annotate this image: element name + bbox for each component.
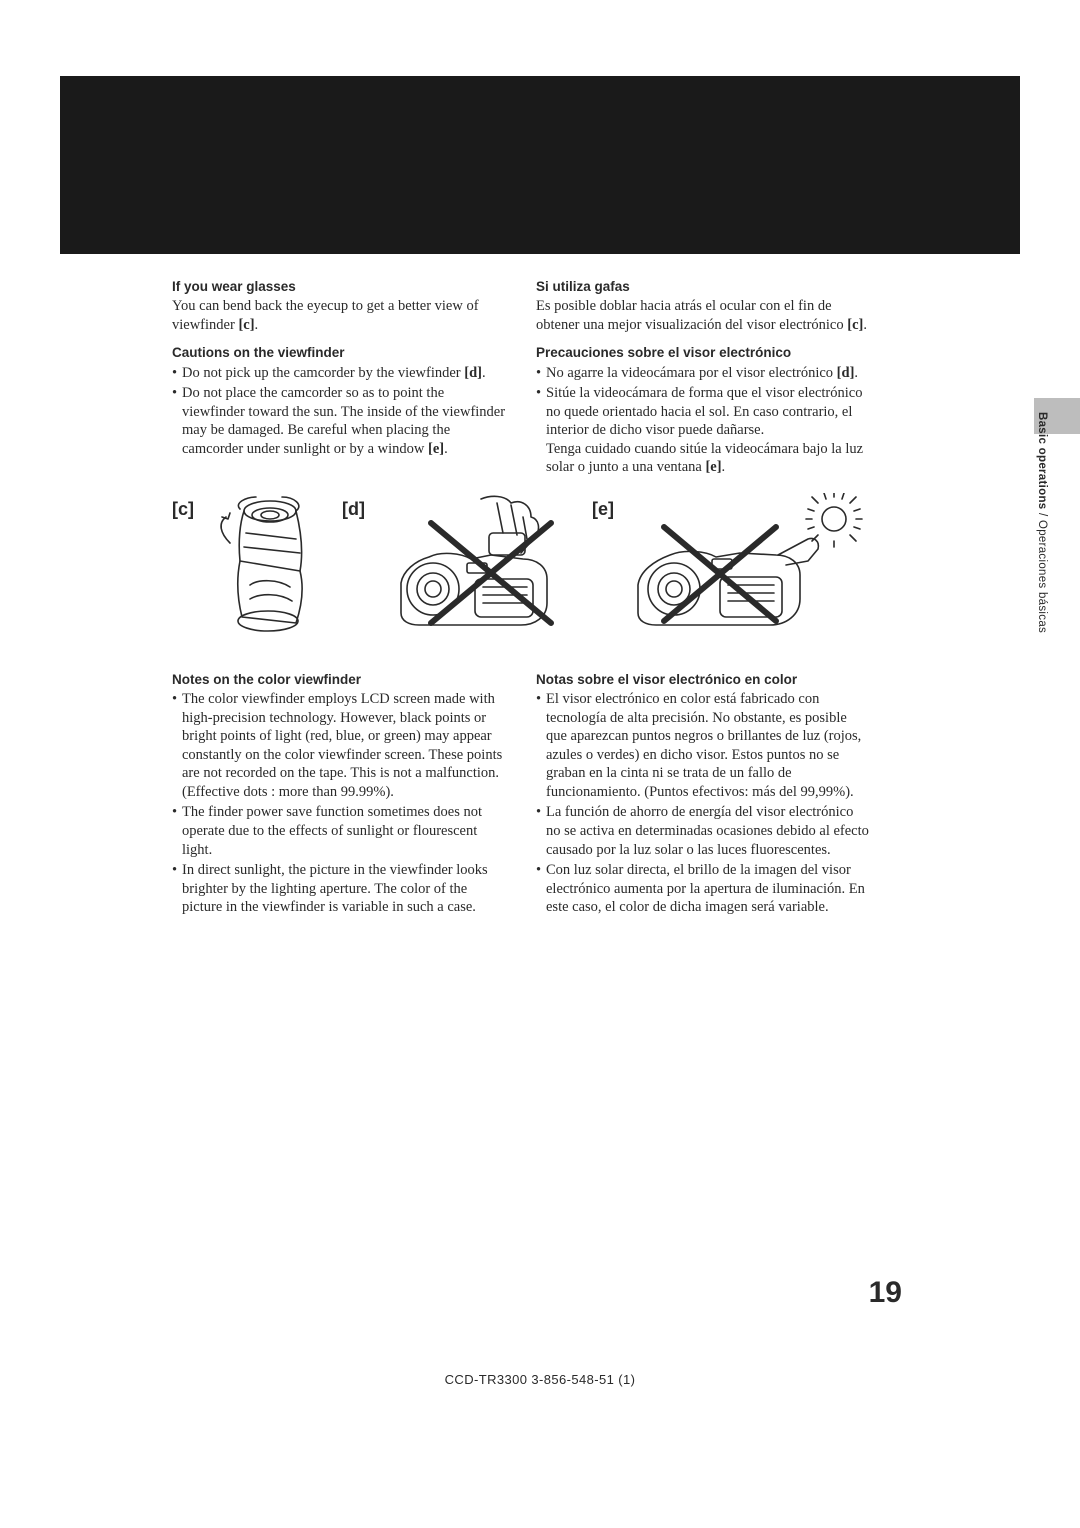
es-nota-1: El visor electrónico en color está fabri…	[536, 690, 870, 801]
en-p1a: You can bend back the eyecup to get a be…	[172, 298, 479, 333]
es-precauciones-list: No agarre la videocámara por el visor el…	[536, 364, 870, 477]
en-b2c: .	[444, 441, 448, 457]
figure-c: [c]	[172, 493, 342, 633]
en-heading-glasses: If you wear glasses	[172, 278, 506, 295]
top-columns: If you wear glasses You can bend back th…	[172, 278, 872, 479]
illustration-sun	[620, 493, 870, 633]
page-number: 19	[869, 1276, 902, 1310]
es-heading-gafas: Si utiliza gafas	[536, 278, 870, 295]
es-caution-1: No agarre la videocámara por el visor el…	[536, 364, 870, 383]
es-para-gafas: Es posible doblar hacia atrás el ocular …	[536, 297, 870, 334]
side-tab-sep: /	[1036, 509, 1048, 520]
side-tab-text: Basic operations / Operaciones básicas	[1036, 412, 1048, 633]
es-nota-3: Con luz solar directa, el brillo de la i…	[536, 861, 870, 917]
illustration-pickup	[371, 493, 591, 633]
es-heading-notas: Notas sobre el visor electrónico en colo…	[536, 671, 870, 688]
es-b1a: No agarre la videocámara por el visor el…	[546, 365, 837, 381]
en-p1c: .	[255, 317, 259, 333]
es-heading-precauciones: Precauciones sobre el visor electrónico	[536, 344, 870, 361]
figure-d-label: [d]	[342, 499, 365, 520]
en-note-2: The finder power save function sometimes…	[172, 803, 506, 859]
en-b1c: .	[482, 365, 486, 381]
en-b2a: Do not place the camcorder so as to poin…	[182, 385, 505, 457]
side-tab-light: Operaciones básicas	[1036, 520, 1048, 633]
en-note-1: The color viewfinder employs LCD screen …	[172, 690, 506, 801]
es-p1a: Es posible doblar hacia atrás el ocular …	[536, 298, 847, 333]
en-caution-1: Do not pick up the camcorder by the view…	[172, 364, 506, 383]
en-notes-list: The color viewfinder employs LCD screen …	[172, 690, 506, 917]
en-b2b: [e]	[428, 441, 444, 457]
bottom-columns: Notes on the color viewfinder The color …	[172, 671, 872, 919]
figure-e-label: [e]	[592, 499, 614, 520]
illustration-eyecup	[200, 493, 330, 633]
en-b1a: Do not pick up the camcorder by the view…	[182, 365, 464, 381]
header-black-band	[60, 76, 1020, 254]
column-spanish: Si utiliza gafas Es posible doblar hacia…	[536, 278, 870, 479]
figure-d: [d]	[342, 493, 592, 633]
en-caution-2: Do not place the camcorder so as to poin…	[172, 384, 506, 458]
es-b2a: Sitúe la videocámara de forma que el vis…	[546, 385, 862, 438]
en-p1b: [c]	[238, 317, 254, 333]
figure-c-label: [c]	[172, 499, 194, 520]
en-para-glasses: You can bend back the eyecup to get a be…	[172, 297, 506, 334]
figure-row: [c] [d]	[172, 493, 872, 643]
figure-e: [e]	[592, 493, 872, 633]
column-english: If you wear glasses You can bend back th…	[172, 278, 506, 479]
en-b1b: [d]	[464, 365, 482, 381]
es-b1b: [d]	[837, 365, 855, 381]
column-english-notes: Notes on the color viewfinder The color …	[172, 671, 506, 919]
es-nota-2: La función de ahorro de energía del viso…	[536, 803, 870, 859]
es-caution-2: Sitúe la videocámara de forma que el vis…	[536, 384, 870, 477]
page-content: If you wear glasses You can bend back th…	[172, 278, 872, 919]
es-b1c: .	[854, 365, 858, 381]
footer-text: CCD-TR3300 3-856-548-51 (1)	[0, 1372, 1080, 1387]
column-spanish-notes: Notas sobre el visor electrónico en colo…	[536, 671, 870, 919]
en-cautions-list: Do not pick up the camcorder by the view…	[172, 364, 506, 459]
es-b2d: .	[722, 459, 726, 475]
es-p1c: .	[863, 317, 867, 333]
side-tab-bold: Basic operations	[1036, 412, 1048, 509]
es-b2c: [e]	[705, 459, 721, 475]
es-p1b: [c]	[847, 317, 863, 333]
es-notas-list: El visor electrónico en color está fabri…	[536, 690, 870, 917]
en-note-3: In direct sunlight, the picture in the v…	[172, 861, 506, 917]
en-heading-notes: Notes on the color viewfinder	[172, 671, 506, 688]
en-heading-cautions: Cautions on the viewfinder	[172, 344, 506, 361]
